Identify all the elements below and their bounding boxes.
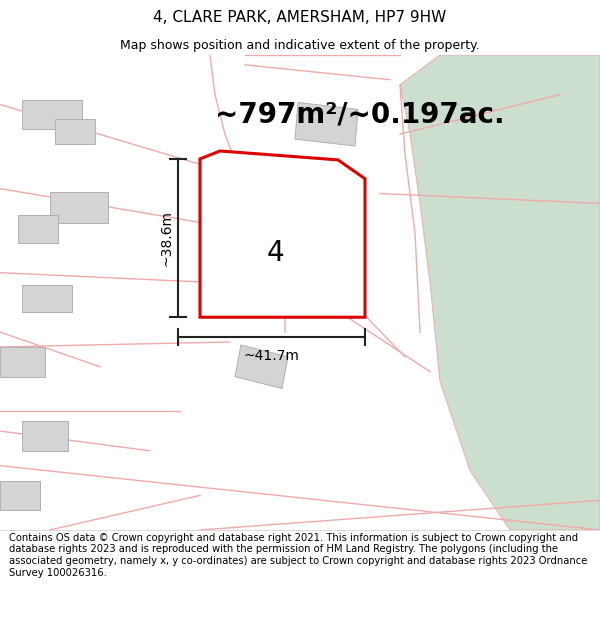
Polygon shape bbox=[50, 191, 108, 223]
Polygon shape bbox=[22, 99, 82, 129]
Text: Contains OS data © Crown copyright and database right 2021. This information is : Contains OS data © Crown copyright and d… bbox=[9, 533, 587, 578]
Polygon shape bbox=[400, 55, 600, 530]
Polygon shape bbox=[0, 347, 45, 377]
Polygon shape bbox=[55, 119, 95, 144]
Polygon shape bbox=[295, 102, 358, 146]
Polygon shape bbox=[22, 284, 72, 312]
Polygon shape bbox=[0, 481, 40, 510]
Text: Clare Park: Clare Park bbox=[245, 157, 271, 211]
Text: 4: 4 bbox=[266, 239, 284, 267]
Polygon shape bbox=[22, 421, 68, 451]
Polygon shape bbox=[248, 269, 306, 314]
Polygon shape bbox=[268, 189, 328, 235]
Polygon shape bbox=[200, 151, 365, 318]
Text: ~41.7m: ~41.7m bbox=[244, 349, 299, 363]
Text: 4, CLARE PARK, AMERSHAM, HP7 9HW: 4, CLARE PARK, AMERSHAM, HP7 9HW bbox=[154, 10, 446, 25]
Text: ~38.6m: ~38.6m bbox=[159, 210, 173, 266]
Text: ~797m²/~0.197ac.: ~797m²/~0.197ac. bbox=[215, 101, 505, 128]
Text: Map shows position and indicative extent of the property.: Map shows position and indicative extent… bbox=[120, 39, 480, 51]
Polygon shape bbox=[235, 345, 288, 389]
Polygon shape bbox=[18, 215, 58, 243]
